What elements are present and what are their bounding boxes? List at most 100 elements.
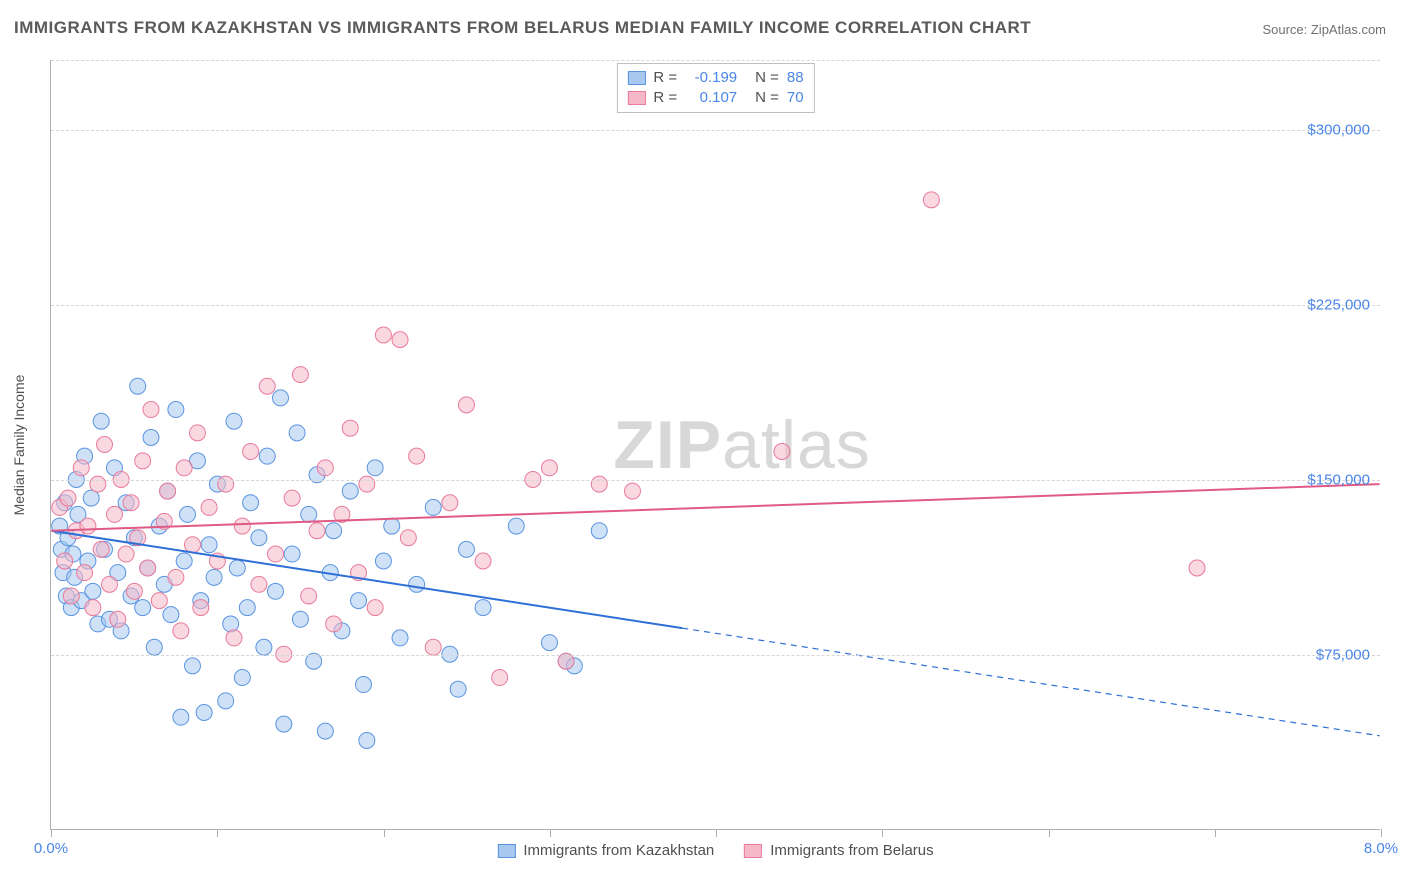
scatter-point [309, 523, 325, 539]
grid-line [51, 130, 1380, 131]
legend-row: R =-0.199N =88 [627, 68, 803, 88]
scatter-point [176, 553, 192, 569]
scatter-point [163, 607, 179, 623]
legend-swatch [497, 844, 515, 858]
scatter-point [268, 583, 284, 599]
scatter-point [375, 327, 391, 343]
scatter-point [342, 483, 358, 499]
scatter-point [77, 565, 93, 581]
scatter-point [135, 600, 151, 616]
scatter-point [591, 476, 607, 492]
legend-swatch [744, 844, 762, 858]
scatter-point [774, 444, 790, 460]
scatter-point [234, 518, 250, 534]
scatter-point [226, 413, 242, 429]
scatter-point [106, 506, 122, 522]
correlation-legend: R =-0.199N =88R =0.107N =70 [616, 63, 814, 113]
y-tick-label: $75,000 [1316, 647, 1370, 664]
scatter-point [110, 611, 126, 627]
scatter-point [251, 576, 267, 592]
scatter-point [475, 600, 491, 616]
scatter-point [289, 425, 305, 441]
chart-container: Median Family Income ZIPatlas R =-0.199N… [50, 60, 1380, 830]
scatter-point [57, 553, 73, 569]
scatter-point [359, 732, 375, 748]
legend-r-label: R = [653, 88, 677, 108]
grid-line [51, 305, 1380, 306]
scatter-point [201, 499, 217, 515]
scatter-point [143, 402, 159, 418]
legend-r-value: -0.199 [685, 68, 737, 88]
plot-area: Median Family Income ZIPatlas R =-0.199N… [50, 60, 1380, 830]
scatter-point [239, 600, 255, 616]
scatter-point [284, 546, 300, 562]
scatter-point [176, 460, 192, 476]
x-tick-mark [550, 829, 551, 837]
legend-swatch [627, 71, 645, 85]
x-tick-mark [1381, 829, 1382, 837]
legend-n-value: 70 [787, 88, 804, 108]
series-legend: Immigrants from KazakhstanImmigrants fro… [497, 842, 933, 859]
x-tick-mark [384, 829, 385, 837]
scatter-point [409, 576, 425, 592]
grid-line [51, 655, 1380, 656]
scatter-point [292, 367, 308, 383]
x-tick-mark [716, 829, 717, 837]
scatter-point [256, 639, 272, 655]
scatter-point [173, 623, 189, 639]
scatter-point [118, 546, 134, 562]
scatter-point [196, 704, 212, 720]
legend-n-label: N = [755, 68, 779, 88]
trend-line-extrapolated [682, 628, 1379, 736]
scatter-point [375, 553, 391, 569]
scatter-point [93, 413, 109, 429]
scatter-point [591, 523, 607, 539]
legend-n-value: 88 [787, 68, 804, 88]
scatter-point [458, 397, 474, 413]
x-tick-label: 8.0% [1364, 840, 1398, 857]
scatter-point [251, 530, 267, 546]
y-tick-label: $300,000 [1307, 122, 1370, 139]
scatter-point [185, 537, 201, 553]
legend-r-value: 0.107 [685, 88, 737, 108]
scatter-point [160, 483, 176, 499]
scatter-point [201, 537, 217, 553]
scatter-point [93, 541, 109, 557]
scatter-point [351, 593, 367, 609]
legend-item: Immigrants from Belarus [744, 842, 933, 859]
scatter-point [85, 600, 101, 616]
scatter-point [63, 588, 79, 604]
scatter-point [173, 709, 189, 725]
scatter-point [189, 425, 205, 441]
legend-label: Immigrants from Belarus [770, 842, 933, 859]
scatter-point [123, 495, 139, 511]
scatter-point [359, 476, 375, 492]
scatter-point [97, 437, 113, 453]
scatter-point [442, 495, 458, 511]
scatter-point [268, 546, 284, 562]
scatter-point [458, 541, 474, 557]
scatter-point [143, 430, 159, 446]
scatter-point [146, 639, 162, 655]
plot-svg [51, 60, 1380, 829]
legend-row: R =0.107N =70 [627, 88, 803, 108]
scatter-point [223, 616, 239, 632]
scatter-point [218, 476, 234, 492]
scatter-point [326, 523, 342, 539]
y-tick-label: $225,000 [1307, 297, 1370, 314]
scatter-point [367, 600, 383, 616]
x-tick-mark [1049, 829, 1050, 837]
scatter-point [101, 576, 117, 592]
source-attribution: Source: ZipAtlas.com [1262, 22, 1386, 37]
scatter-point [206, 569, 222, 585]
scatter-point [400, 530, 416, 546]
scatter-point [185, 658, 201, 674]
scatter-point [73, 460, 89, 476]
grid-line [51, 60, 1380, 61]
scatter-point [151, 593, 167, 609]
scatter-point [193, 600, 209, 616]
scatter-point [168, 402, 184, 418]
scatter-point [273, 390, 289, 406]
scatter-point [243, 495, 259, 511]
scatter-point [234, 670, 250, 686]
